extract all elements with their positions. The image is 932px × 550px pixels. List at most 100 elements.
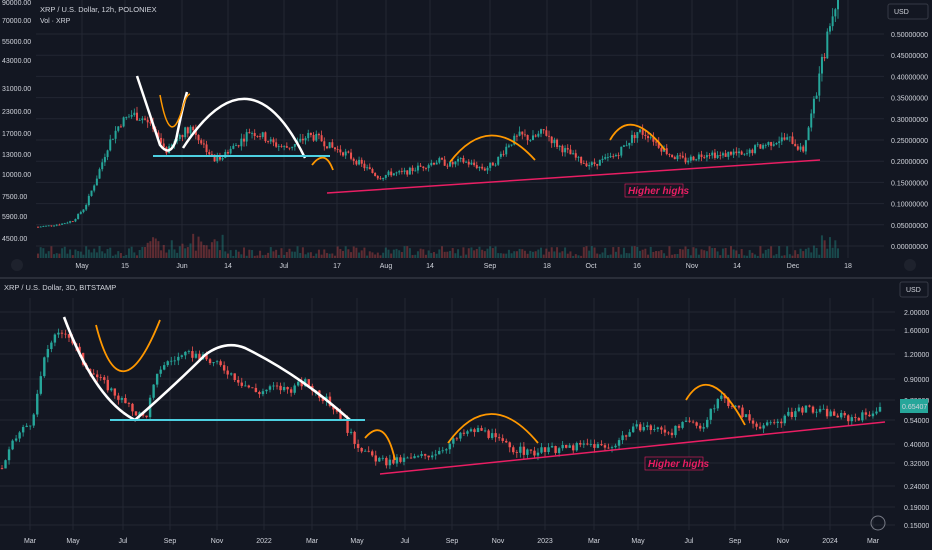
bottom-chart-panel[interactable]: 2.000001.600001.200000.900000.700000.540… [0, 281, 929, 545]
top-volume-bar [138, 249, 141, 258]
top-volume-bar [630, 246, 633, 258]
top-candle-body [818, 73, 821, 96]
top-volume-bar [419, 248, 422, 258]
top-candle-body [446, 165, 449, 167]
top-candle-body [400, 171, 403, 172]
top-candle-body [588, 165, 591, 167]
top-right-scroll-icon[interactable] [904, 259, 916, 271]
top-volume-bar [837, 248, 839, 258]
top-candle-body [534, 135, 537, 137]
top-x-tick: 14 [224, 263, 232, 270]
top-volume-bar [152, 237, 155, 258]
top-volume-bar [754, 254, 757, 258]
top-volume-bar [307, 252, 310, 258]
top-currency-box[interactable] [887, 3, 929, 20]
top-candle-body [820, 56, 823, 74]
top-volume-bar [700, 249, 703, 258]
bottom-candle-body [670, 432, 674, 436]
bottom-candle-body [748, 414, 751, 421]
bottom-candle-body [448, 443, 452, 450]
top-volume-bar [173, 249, 176, 258]
bottom-candle-body [237, 380, 240, 383]
top-chart-panel[interactable]: 90000.00 70000.00 55000.00 43000.00 31000.00… [2, 0, 929, 271]
top-left-scroll-icon[interactable] [11, 259, 23, 271]
bottom-candle-body [0, 468, 4, 469]
bottom-candle-body [222, 365, 226, 371]
bottom-x-tick: Mar [24, 538, 37, 545]
top-volume-bar [347, 249, 350, 258]
top-candle-body [387, 171, 390, 176]
top-candle-body [697, 154, 700, 160]
top-candle-body [77, 213, 80, 220]
top-volume-bar [424, 254, 427, 258]
top-candle-body [170, 144, 173, 147]
top-volume-bar [531, 251, 534, 258]
top-candle-body [815, 95, 818, 99]
top-x-tick: Jun [176, 263, 187, 270]
bottom-candle-body [363, 450, 367, 452]
bottom-candle-body [286, 386, 289, 390]
bottom-candle-body [402, 457, 406, 462]
top-volume-bar [550, 247, 553, 258]
top-candle-body [267, 141, 270, 142]
top-volume-bar [392, 249, 395, 258]
top-candle-body [82, 209, 85, 213]
top-volume-bar [724, 248, 727, 258]
top-candle-body [122, 117, 125, 127]
top-candle-body [261, 132, 264, 137]
bottom-candle-body [187, 351, 191, 352]
bottom-candle-body [709, 408, 712, 420]
top-volume-bar [548, 251, 551, 258]
top-volume-bar [810, 252, 813, 258]
top-candle-body [366, 167, 369, 169]
top-grid [36, 0, 884, 258]
top-volume-bar [339, 248, 342, 258]
bottom-candle-body [494, 433, 497, 438]
top-left-tick: 70000.00 [2, 18, 31, 25]
bottom-white-curve [62, 316, 351, 422]
bottom-candle-body [639, 424, 642, 431]
bottom-candle-body [21, 426, 25, 433]
top-candle-body [133, 112, 136, 116]
top-candle-body [202, 143, 205, 145]
bottom-candle-body [7, 449, 11, 461]
top-candle-body [684, 157, 687, 163]
bottom-candle-body [875, 411, 878, 414]
top-candle-body [837, 0, 839, 10]
top-candle-body [208, 152, 211, 155]
top-candle-body [376, 175, 379, 179]
top-candle-body [705, 155, 708, 158]
top-volume-bar [323, 249, 326, 258]
top-candle-body [625, 145, 628, 147]
top-volume-bar [756, 255, 759, 258]
top-candle-body [55, 224, 58, 226]
top-volume-bar [451, 248, 454, 258]
bottom-candle-body [483, 430, 487, 432]
bottom-candle-body [868, 414, 871, 417]
top-candle-body [189, 126, 192, 134]
bottom-candle-body [801, 407, 804, 413]
top-candle-body [628, 142, 631, 146]
top-volume-bar [681, 249, 684, 258]
top-volume-bar [285, 252, 288, 258]
top-volume-bar [478, 246, 481, 258]
top-candle-body [740, 151, 743, 155]
top-candle-body [47, 225, 50, 227]
top-candle-body [339, 149, 342, 153]
bottom-candle-body [850, 417, 853, 422]
top-volume-bar [660, 250, 663, 258]
bottom-lightning-icon[interactable] [870, 515, 886, 531]
top-volume-bar [194, 250, 197, 258]
top-candle-body [681, 155, 684, 158]
bottom-candle-body [180, 355, 184, 357]
bottom-candle-body [113, 388, 117, 396]
top-candle-body [531, 135, 534, 141]
top-volume-bar [735, 250, 738, 258]
top-candle-body [355, 160, 358, 165]
top-left-tick: 90000.00 [2, 0, 31, 7]
top-candle-body [772, 144, 775, 146]
top-volume-bar [414, 254, 417, 258]
top-candle-body [759, 144, 762, 149]
bottom-currency-box[interactable] [899, 281, 929, 298]
